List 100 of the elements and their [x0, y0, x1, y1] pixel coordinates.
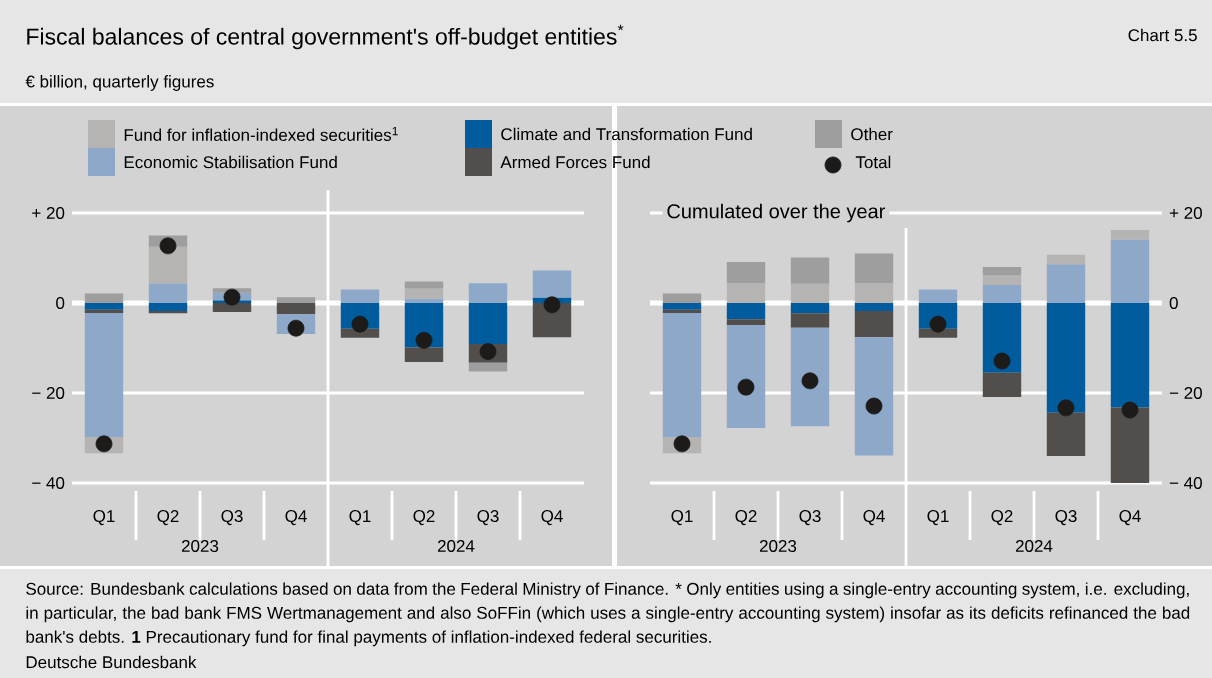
bar: [854, 337, 894, 456]
point: [865, 397, 883, 415]
x-tick-label: Q4: [541, 510, 563, 526]
y-tick-label: 0: [1169, 297, 1178, 310]
point: [223, 288, 241, 306]
x-tick-label: Q3: [221, 510, 243, 526]
point: [415, 331, 433, 349]
bar: [982, 275, 1022, 285]
bar: [790, 313, 830, 328]
legend-label: Economic Stabilisation Fund: [124, 155, 337, 169]
bar: [982, 372, 1022, 398]
legend-label: Other: [851, 127, 893, 141]
bar: [726, 283, 766, 303]
bar: [726, 319, 766, 326]
text: 2023: [181, 539, 219, 552]
point: [673, 435, 691, 453]
caption: Chart 5.5: [1128, 28, 1197, 42]
y-tick-label: + 20: [1169, 207, 1202, 220]
bar: [1046, 303, 1086, 413]
bar: [404, 281, 444, 289]
bar: [276, 303, 316, 315]
x-tick-label: Q3: [1055, 510, 1077, 526]
bar: [84, 293, 124, 303]
point: [95, 435, 113, 453]
bar: [790, 283, 830, 303]
bar: [726, 303, 766, 320]
y-tick-label: − 40: [32, 476, 65, 489]
x-tick-label: Q2: [735, 510, 757, 526]
point: [1121, 401, 1139, 419]
bar: [982, 267, 1022, 276]
x-tick-label: Q1: [927, 510, 949, 526]
bar: [982, 303, 1022, 373]
text: 2024: [1015, 539, 1053, 552]
y-tick-label: − 20: [1169, 386, 1202, 400]
legend-label: Fund for inflation-indexed securities$^{1}$: [124, 126, 398, 141]
x-tick-label: Q2: [413, 510, 435, 526]
bar: [726, 325, 766, 429]
bar: [148, 303, 188, 312]
bar: [1046, 264, 1086, 303]
bar: [1110, 239, 1150, 303]
point: [929, 315, 947, 333]
point: [801, 372, 819, 390]
x-tick-label: Q3: [477, 510, 499, 526]
x-tick-label: Q1: [349, 510, 371, 526]
text: 2024: [437, 539, 475, 552]
bar: [982, 285, 1022, 303]
legend-label: Climate and Transformation Fund: [501, 127, 752, 141]
point: [351, 315, 369, 333]
x-tick-label: Q2: [157, 510, 179, 526]
bar: [84, 303, 124, 310]
bar: [1110, 303, 1150, 408]
bar: [84, 312, 124, 438]
y-tick-label: − 20: [32, 386, 65, 400]
x-tick-label: Q3: [799, 510, 821, 526]
point: [287, 319, 305, 337]
bar: [854, 303, 894, 312]
bar: [1046, 412, 1086, 456]
chart-title: Fiscal balances of central government's off-budget entities$^{*}$: [27, 24, 624, 50]
bar: [662, 309, 702, 313]
bar: [468, 362, 508, 372]
bar: [854, 253, 894, 284]
x-tick-label: Q4: [863, 510, 885, 526]
bar: [84, 309, 124, 313]
bar: [340, 289, 380, 303]
bar: [662, 303, 702, 310]
y-tick-label: − 40: [1169, 476, 1202, 489]
bar: [790, 327, 830, 427]
x-tick-label: Q4: [285, 510, 307, 526]
bar: [1110, 230, 1150, 240]
bar: [790, 303, 830, 314]
text: 2023: [759, 539, 797, 552]
text: Deutsche Bundesbank: [26, 655, 197, 669]
bar: [854, 283, 894, 303]
point: [479, 343, 497, 360]
bar: [468, 283, 508, 303]
bar: [1110, 407, 1150, 483]
bar: [148, 246, 188, 284]
bar: [404, 347, 444, 362]
x-tick-label: Q4: [1119, 510, 1141, 526]
point: [737, 378, 755, 396]
bar: [726, 262, 766, 284]
bar: [662, 312, 702, 438]
bar: [212, 303, 252, 312]
source-note: Source: Bundesbank calculations based on data from the Federal Ministry of Finance. * Only entities using a single-entry accounting system, i.e. excluding, in particular, the bad bank FMS Wertmanagement and also SoFFin (which uses a single-entry accounting system) insofar as its deficits refinanced the bad bank's debts. 1 Precautionary fund for final payments of inflation-indexed federal securities.: [26, 582, 1190, 647]
legend-label: Armed Forces Fund: [500, 155, 650, 169]
point: [543, 296, 561, 314]
bar: [918, 289, 958, 303]
bar: [276, 297, 316, 303]
y-tick-label: 0: [56, 297, 65, 310]
bar: [662, 293, 702, 303]
bar: [1046, 254, 1086, 265]
legend-label: Total: [855, 155, 891, 169]
bar: [854, 311, 894, 338]
x-tick-label: Q2: [991, 510, 1013, 526]
x-tick-label: Q1: [93, 510, 115, 526]
chart-subtitle: € billion, quarterly figures: [25, 75, 214, 91]
point: [159, 237, 177, 255]
x-tick-label: Q1: [671, 510, 693, 526]
bar: [790, 257, 830, 284]
chart-title: Cumulated over the year: [667, 203, 886, 223]
